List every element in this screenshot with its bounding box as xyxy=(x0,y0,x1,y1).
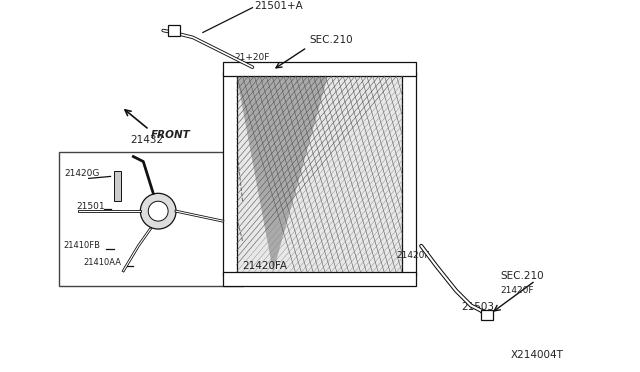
Text: FRONT: FRONT xyxy=(151,130,191,140)
Text: 21432: 21432 xyxy=(131,135,163,145)
Text: 21420F: 21420F xyxy=(500,286,534,295)
Bar xyxy=(223,272,416,286)
Bar xyxy=(223,72,237,276)
Bar xyxy=(237,76,403,272)
Text: X214004T: X214004T xyxy=(510,350,563,360)
Circle shape xyxy=(140,193,176,229)
Text: 21410AA: 21410AA xyxy=(84,258,122,267)
Text: 21501+A: 21501+A xyxy=(255,1,303,11)
Text: SEC.210: SEC.210 xyxy=(309,35,353,45)
Bar xyxy=(403,72,416,276)
Text: 21503: 21503 xyxy=(461,302,494,312)
Bar xyxy=(168,25,180,36)
Bar xyxy=(59,152,243,286)
Text: 21+20F: 21+20F xyxy=(235,53,270,62)
Polygon shape xyxy=(237,76,328,272)
Text: 21410FB: 21410FB xyxy=(64,241,101,250)
Text: 21501: 21501 xyxy=(77,202,106,211)
Circle shape xyxy=(148,201,168,221)
Bar xyxy=(113,171,122,201)
Text: 21420G: 21420G xyxy=(64,169,99,178)
Bar xyxy=(223,62,416,76)
Text: 21420F: 21420F xyxy=(396,251,430,260)
Text: SEC.210: SEC.210 xyxy=(500,271,544,281)
Text: 21420FA: 21420FA xyxy=(243,261,287,271)
Bar xyxy=(481,311,493,320)
